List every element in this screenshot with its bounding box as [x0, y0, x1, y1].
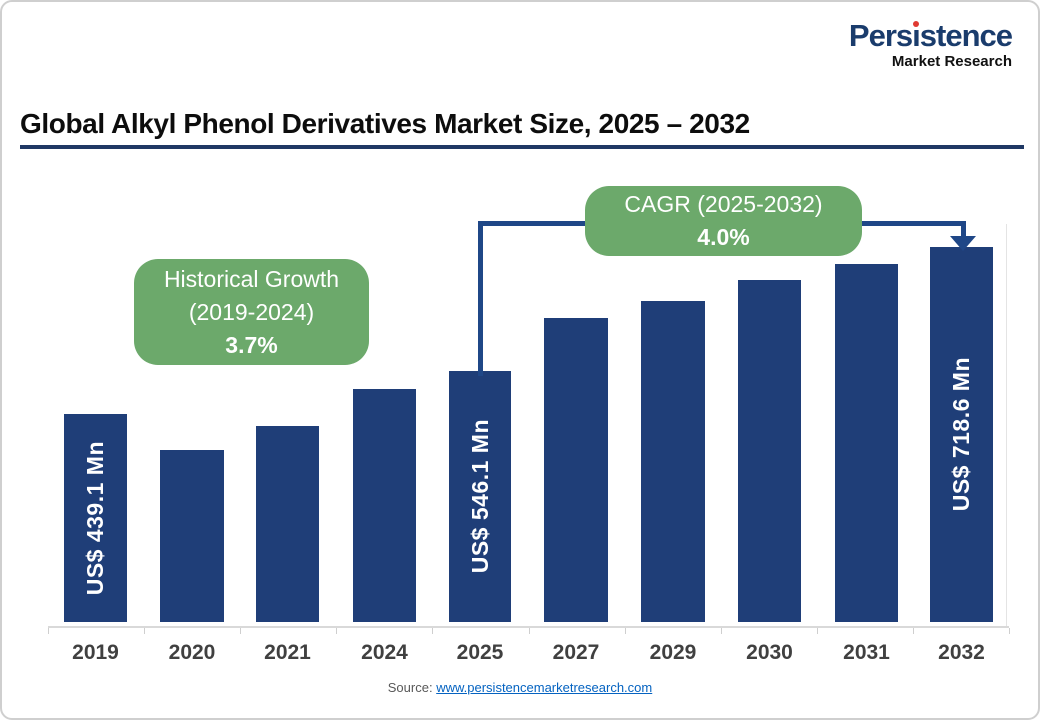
x-axis-line	[48, 626, 1009, 628]
source-link[interactable]: www.persistencemarketresearch.com	[436, 680, 653, 695]
brand-pre: Pers	[848, 18, 913, 53]
axis-tick	[432, 628, 433, 634]
bar-2019: US$ 439.1 Mn	[64, 414, 127, 622]
bar-2031	[835, 264, 898, 622]
x-axis-label-2020: 2020	[168, 641, 216, 664]
plot-right-border	[1006, 224, 1007, 626]
cagr-value: 4.0%	[697, 224, 750, 250]
historical-growth-label: Historical Growth	[163, 265, 340, 292]
brand-letter-i: ı	[912, 18, 921, 53]
bar-2027	[544, 318, 608, 622]
x-axis-label-2032: 2032	[938, 641, 985, 664]
axis-tick	[48, 628, 49, 634]
x-axis-label-2029: 2029	[649, 641, 697, 664]
red-i-dot-icon	[912, 21, 919, 27]
historical-growth-period: (2019-2024)	[188, 298, 315, 325]
bar-2032: US$ 718.6 Mn	[930, 247, 993, 622]
historical-growth-callout: Historical Growth (2019-2024) 3.7%	[134, 259, 369, 365]
x-axis-label-2021: 2021	[264, 641, 311, 664]
bar-value-label-2032: US$ 718.6 Mn	[948, 357, 974, 512]
axis-tick	[529, 628, 530, 634]
down-arrow-icon	[950, 236, 976, 251]
axis-tick	[817, 628, 818, 634]
brand-logo: Persı stence Market Research	[848, 18, 1013, 70]
brand-post: stence	[919, 18, 1013, 53]
source-line: Source: www.persistencemarketresearch.co…	[2, 680, 1038, 695]
bar-2020	[160, 450, 224, 622]
x-axis-label-2024: 2024	[361, 641, 408, 664]
bar-2030	[738, 280, 801, 622]
source-prefix: Source:	[387, 680, 433, 695]
bar-value-label-2019: US$ 439.1 Mn	[82, 440, 108, 596]
title-underline	[20, 145, 1024, 149]
brand-subtitle: Market Research	[891, 53, 1012, 70]
chart-title: Global Alkyl Phenol Derivatives Market S…	[20, 108, 750, 139]
x-axis-label-2031: 2031	[843, 641, 890, 664]
brand-name: Persı stence	[848, 18, 1013, 53]
cagr-callout: CAGR (2025-2032) 4.0%	[585, 186, 862, 256]
historical-growth-value: 3.7%	[225, 331, 278, 358]
axis-tick	[1009, 628, 1010, 634]
bar-value-label-2025: US$ 546.1 Mn	[466, 419, 493, 574]
bracket-line-left	[478, 221, 483, 376]
axis-tick	[144, 628, 145, 634]
bar-2024	[353, 389, 416, 622]
cagr-label: CAGR (2025-2032)	[624, 191, 823, 217]
x-axis-label-2025: 2025	[456, 641, 504, 664]
bar-2025: US$ 546.1 Mn	[449, 371, 511, 622]
axis-tick	[721, 628, 722, 634]
axis-tick	[336, 628, 337, 634]
bar-2021	[256, 426, 319, 622]
bar-2029	[641, 301, 705, 622]
x-axis-label-2027: 2027	[552, 641, 600, 664]
bracket-line-right	[961, 221, 966, 238]
x-axis-label-2019: 2019	[72, 641, 119, 664]
axis-tick	[625, 628, 626, 634]
axis-tick	[913, 628, 914, 634]
x-axis-label-2030: 2030	[746, 641, 793, 664]
axis-tick	[240, 628, 241, 634]
